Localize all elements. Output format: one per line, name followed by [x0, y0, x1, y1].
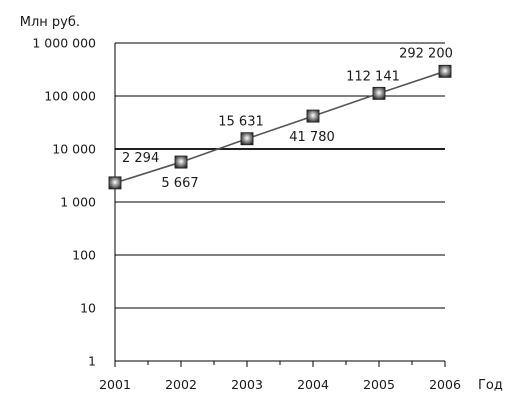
x-tick-label: 2001 — [99, 377, 131, 392]
y-tick-label: 1 — [88, 354, 96, 369]
data-point-marker — [240, 132, 254, 146]
data-point-marker — [306, 109, 320, 123]
gridlines — [115, 42, 445, 309]
data-label: 292 200 — [399, 46, 453, 61]
y-tick-label: 10 000 — [52, 142, 96, 157]
data-label: 112 141 — [346, 69, 400, 84]
data-label: 41 780 — [289, 130, 335, 145]
data-point-marker — [174, 155, 188, 169]
x-tick-label: 2003 — [231, 377, 263, 392]
data-point-marker — [108, 176, 122, 190]
data-point-marker — [438, 64, 452, 78]
series-line-group — [114, 70, 446, 184]
y-tick-label: 1 000 — [60, 195, 96, 210]
x-tick-label: 2006 — [429, 377, 461, 392]
y-axis-label: Млн руб. — [20, 15, 80, 30]
axes — [114, 43, 446, 367]
data-label: 2 294 — [122, 151, 159, 166]
x-tick-labels: 2001 2002 2003 2004 2005 2006 — [99, 377, 461, 392]
y-tick-label: 10 — [80, 301, 96, 316]
data-label: 5 667 — [161, 176, 198, 191]
y-tick-labels: 1 10 100 1 000 10 000 100 000 1 000 000 — [32, 36, 96, 369]
series-line — [114, 70, 446, 184]
data-markers — [108, 64, 452, 190]
x-tick-label: 2005 — [363, 377, 395, 392]
y-tick-label: 100 000 — [44, 89, 96, 104]
data-point-marker — [372, 86, 386, 100]
y-tick-label: 1 000 000 — [32, 36, 96, 51]
x-axis-label: Год — [478, 378, 503, 393]
x-tick-label: 2002 — [165, 377, 197, 392]
x-tick-label: 2004 — [297, 377, 329, 392]
y-tick-label: 100 — [72, 248, 96, 263]
data-label: 15 631 — [218, 115, 264, 130]
